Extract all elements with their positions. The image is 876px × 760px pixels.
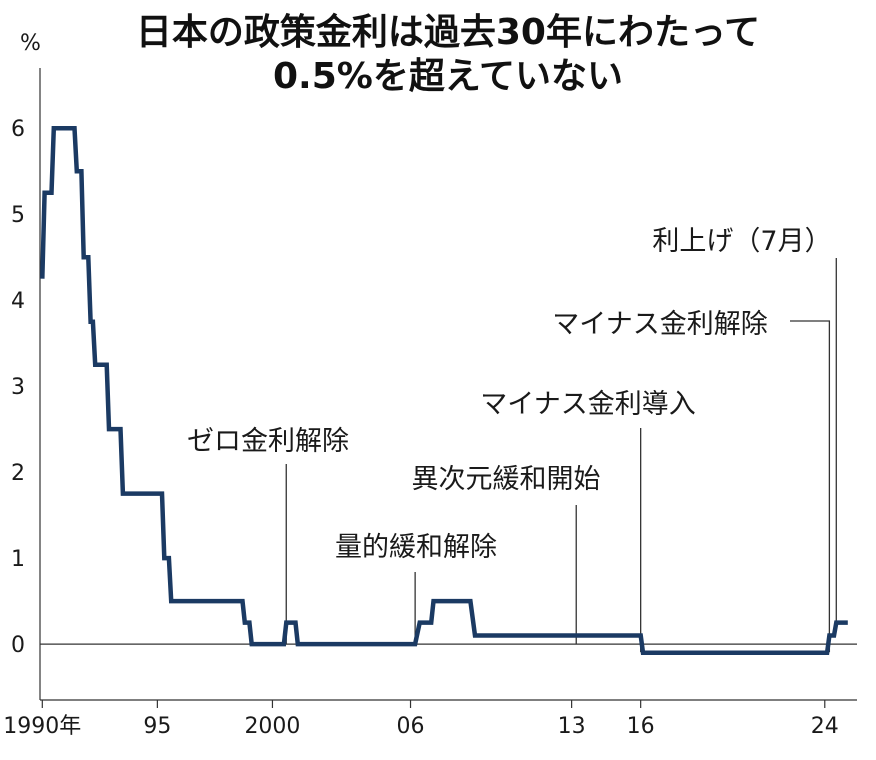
chart-title-line-2: 0.5%を超えていない bbox=[273, 56, 623, 97]
y-tick-label: 2 bbox=[11, 461, 25, 486]
y-tick-label: 0 bbox=[11, 633, 25, 658]
y-tick-label: 3 bbox=[11, 375, 25, 400]
annotation-label: 利上げ（7月） bbox=[652, 226, 831, 257]
plot-frame bbox=[39, 68, 857, 701]
policy-rate-line bbox=[40, 125, 848, 655]
annotation-label: マイナス金利解除 bbox=[552, 309, 767, 340]
y-axis: 0 1 2 3 4 5 6 bbox=[11, 117, 25, 658]
annotation-label: 量的緩和解除 bbox=[335, 532, 497, 563]
x-tick-label: 24 bbox=[811, 714, 839, 739]
annotation-leader bbox=[790, 320, 831, 653]
x-tick-label: 16 bbox=[627, 714, 655, 739]
x-tick-label: 13 bbox=[558, 714, 586, 739]
annotation-label: ゼロ金利解除 bbox=[187, 426, 349, 457]
y-axis-unit-label: % bbox=[20, 31, 41, 56]
y-tick-label: 6 bbox=[11, 117, 25, 142]
y-tick-label: 4 bbox=[11, 289, 25, 314]
y-tick-label: 1 bbox=[11, 547, 25, 572]
x-tick-label: 06 bbox=[397, 714, 425, 739]
annotation-label: マイナス金利導入 bbox=[480, 389, 695, 420]
x-tick-label: 1990年 bbox=[3, 714, 81, 739]
x-tick-label: 95 bbox=[143, 714, 171, 739]
y-tick-label: 5 bbox=[11, 203, 25, 228]
annotation-label: 異次元緩和開始 bbox=[412, 464, 601, 495]
chart-title-line-1: 日本の政策金利は過去30年にわたって bbox=[136, 11, 760, 53]
chart-title-group: 日本の政策金利は過去30年にわたって 0.5%を超えていない bbox=[136, 11, 760, 97]
x-axis: 1990年 95 2000 06 13 16 24 bbox=[3, 700, 839, 739]
series-layer bbox=[40, 125, 848, 655]
x-tick-label: 2000 bbox=[244, 714, 300, 739]
